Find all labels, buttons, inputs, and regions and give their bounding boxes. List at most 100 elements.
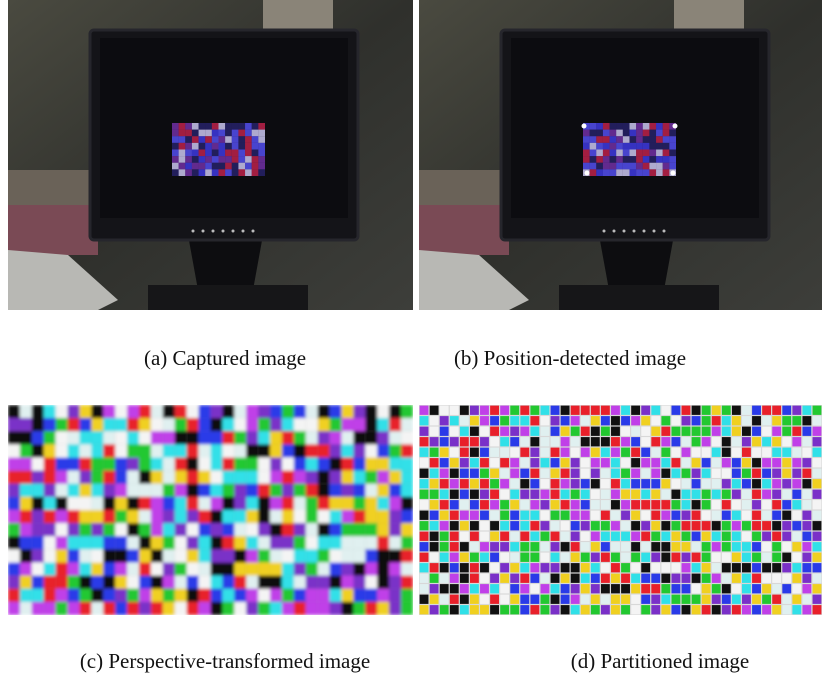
- grid-cell: [591, 416, 600, 425]
- grid-cell: [641, 469, 650, 478]
- grid-cell: [440, 469, 449, 478]
- grid-cell: [591, 532, 600, 541]
- grid-cell: [199, 431, 211, 444]
- grid-cell: [510, 490, 519, 499]
- grid-cell: [44, 484, 56, 497]
- grid-cell: [702, 458, 711, 467]
- grid-cell: [682, 448, 691, 457]
- grid-cell: [510, 427, 519, 436]
- code-cell: [636, 156, 643, 163]
- grid-cell: [601, 479, 610, 488]
- grid-cell: [631, 458, 640, 467]
- grid-cell: [187, 444, 199, 457]
- grid-cell: [621, 406, 630, 415]
- grid-cell: [621, 595, 630, 604]
- grid-cell: [139, 589, 151, 602]
- code-cell: [252, 123, 259, 130]
- grid-cell: [762, 416, 771, 425]
- grid-cell: [490, 448, 499, 457]
- grid-cell: [792, 532, 801, 541]
- grid-cell: [365, 510, 377, 523]
- grid-cell: [702, 605, 711, 614]
- code-cell: [205, 143, 212, 150]
- grid-cell: [490, 479, 499, 488]
- grid-cell: [8, 418, 20, 431]
- grid-cell: [151, 589, 163, 602]
- grid-cell: [500, 406, 509, 415]
- grid-cell: [258, 458, 270, 471]
- grid-cell: [621, 427, 630, 436]
- grid-cell: [510, 437, 519, 446]
- grid-cell: [510, 416, 519, 425]
- grid-cell: [353, 497, 365, 510]
- grid-cell: [420, 427, 429, 436]
- grid-cell: [631, 416, 640, 425]
- code-cell: [179, 169, 186, 176]
- code-cell: [225, 143, 232, 150]
- grid-cell: [641, 563, 650, 572]
- grid-cell: [450, 511, 459, 520]
- grid-cell: [103, 418, 115, 431]
- grid-cell: [389, 497, 401, 510]
- grid-cell: [671, 448, 680, 457]
- grid-cell: [163, 523, 175, 536]
- grid-cell: [762, 469, 771, 478]
- code-grid: [419, 405, 822, 615]
- grid-cell: [530, 563, 539, 572]
- grid-cell: [530, 437, 539, 446]
- grid-cell: [571, 500, 580, 509]
- button: [212, 230, 215, 233]
- grid-cell: [621, 574, 630, 583]
- grid-cell: [651, 500, 660, 509]
- grid-cell: [270, 431, 282, 444]
- grid-cell: [712, 469, 721, 478]
- grid-cell: [430, 406, 439, 415]
- grid-cell: [772, 563, 781, 572]
- grid-cell: [661, 437, 670, 446]
- grid-cell: [420, 563, 429, 572]
- code-cell: [232, 143, 239, 150]
- grid-cell: [762, 490, 771, 499]
- grid-cell: [8, 484, 20, 497]
- grid-cell: [389, 602, 401, 615]
- grid-cell: [270, 523, 282, 536]
- grid-cell: [342, 523, 354, 536]
- grid-cell: [782, 532, 791, 541]
- grid-cell: [8, 405, 20, 418]
- grid-cell: [246, 471, 258, 484]
- grid-cell: [163, 418, 175, 431]
- grid-cell: [591, 605, 600, 614]
- grid-cell: [682, 605, 691, 614]
- grid-cell: [306, 536, 318, 549]
- grid-cell: [420, 595, 429, 604]
- grid-cell: [490, 500, 499, 509]
- grid-cell: [702, 427, 711, 436]
- code-cell: [199, 163, 206, 170]
- grid-cell: [490, 490, 499, 499]
- grid-cell: [641, 458, 650, 467]
- grid-cell: [91, 444, 103, 457]
- grid-cell: [115, 576, 127, 589]
- grid-cell: [631, 448, 640, 457]
- grid-cell: [377, 497, 389, 510]
- grid-cell: [187, 510, 199, 523]
- grid-cell: [742, 406, 751, 415]
- grid-cell: [712, 490, 721, 499]
- grid-cell: [682, 490, 691, 499]
- grid-cell: [510, 584, 519, 593]
- grid-cell: [762, 584, 771, 593]
- grid-cell: [68, 458, 80, 471]
- grid-cell: [500, 532, 509, 541]
- corner-marker: [582, 124, 587, 129]
- grid-cell: [353, 602, 365, 615]
- grid-cell: [294, 431, 306, 444]
- grid-cell: [342, 405, 354, 418]
- code-cell: [212, 150, 219, 157]
- grid-cell: [246, 497, 258, 510]
- code-cell: [590, 156, 597, 163]
- grid-cell: [782, 437, 791, 446]
- grid-cell: [8, 536, 20, 549]
- grid-cell: [752, 458, 761, 467]
- grid-cell: [270, 418, 282, 431]
- grid-cell: [631, 584, 640, 593]
